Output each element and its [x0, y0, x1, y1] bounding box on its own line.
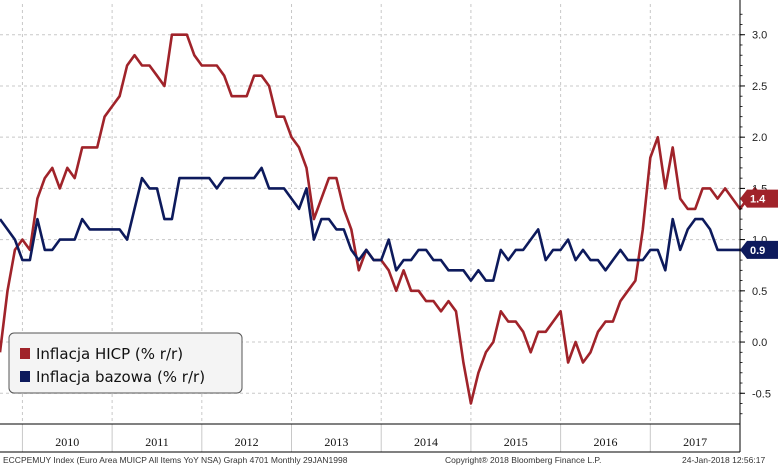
x-year-label: 2011 — [145, 435, 169, 449]
legend-label-core: Inflacja bazowa (% r/r) — [36, 368, 205, 386]
footer-timestamp: 24-Jan-2018 12:56:17 — [682, 455, 765, 465]
x-year-label: 2016 — [593, 435, 617, 449]
y-tick-label: 2.0 — [752, 132, 767, 144]
series-line-1 — [0, 166, 763, 282]
legend-swatch-hicp — [20, 348, 30, 359]
y-tick-label: 0.0 — [752, 337, 767, 349]
last-value-label-0: 1.4 — [750, 194, 766, 206]
x-year-label: 2010 — [55, 435, 79, 449]
last-value-label-1: 0.9 — [750, 245, 765, 257]
y-tick-label: 3.0 — [752, 30, 767, 42]
x-year-label: 2013 — [324, 435, 348, 449]
x-year-label: 2017 — [683, 435, 707, 449]
legend: Inflacja HICP (% r/r) Inflacja bazowa (%… — [8, 332, 243, 394]
x-year-label: 2014 — [414, 435, 438, 449]
y-tick-label: 0.5 — [752, 286, 767, 298]
y-tick-label: 2.5 — [752, 81, 767, 93]
y-tick-label: -0.5 — [752, 388, 771, 400]
x-year-label: 2015 — [504, 435, 528, 449]
legend-label-hicp: Inflacja HICP (% r/r) — [36, 345, 183, 363]
x-year-label: 2012 — [235, 435, 259, 449]
last-value-tag-0 — [740, 189, 778, 208]
footer: ECCPEMUY Index (Euro Area MUICP All Item… — [3, 455, 765, 465]
footer-copyright: Copyright® 2018 Bloomberg Finance L.P. — [445, 455, 601, 465]
tag-layer: 1.4 0.9 — [740, 189, 778, 259]
legend-box — [8, 332, 243, 394]
footer-source: ECCPEMUY Index (Euro Area MUICP All Item… — [3, 455, 348, 465]
legend-swatch-core — [20, 371, 30, 382]
series-layer — [0, 33, 764, 405]
last-value-tag-1 — [740, 240, 778, 259]
